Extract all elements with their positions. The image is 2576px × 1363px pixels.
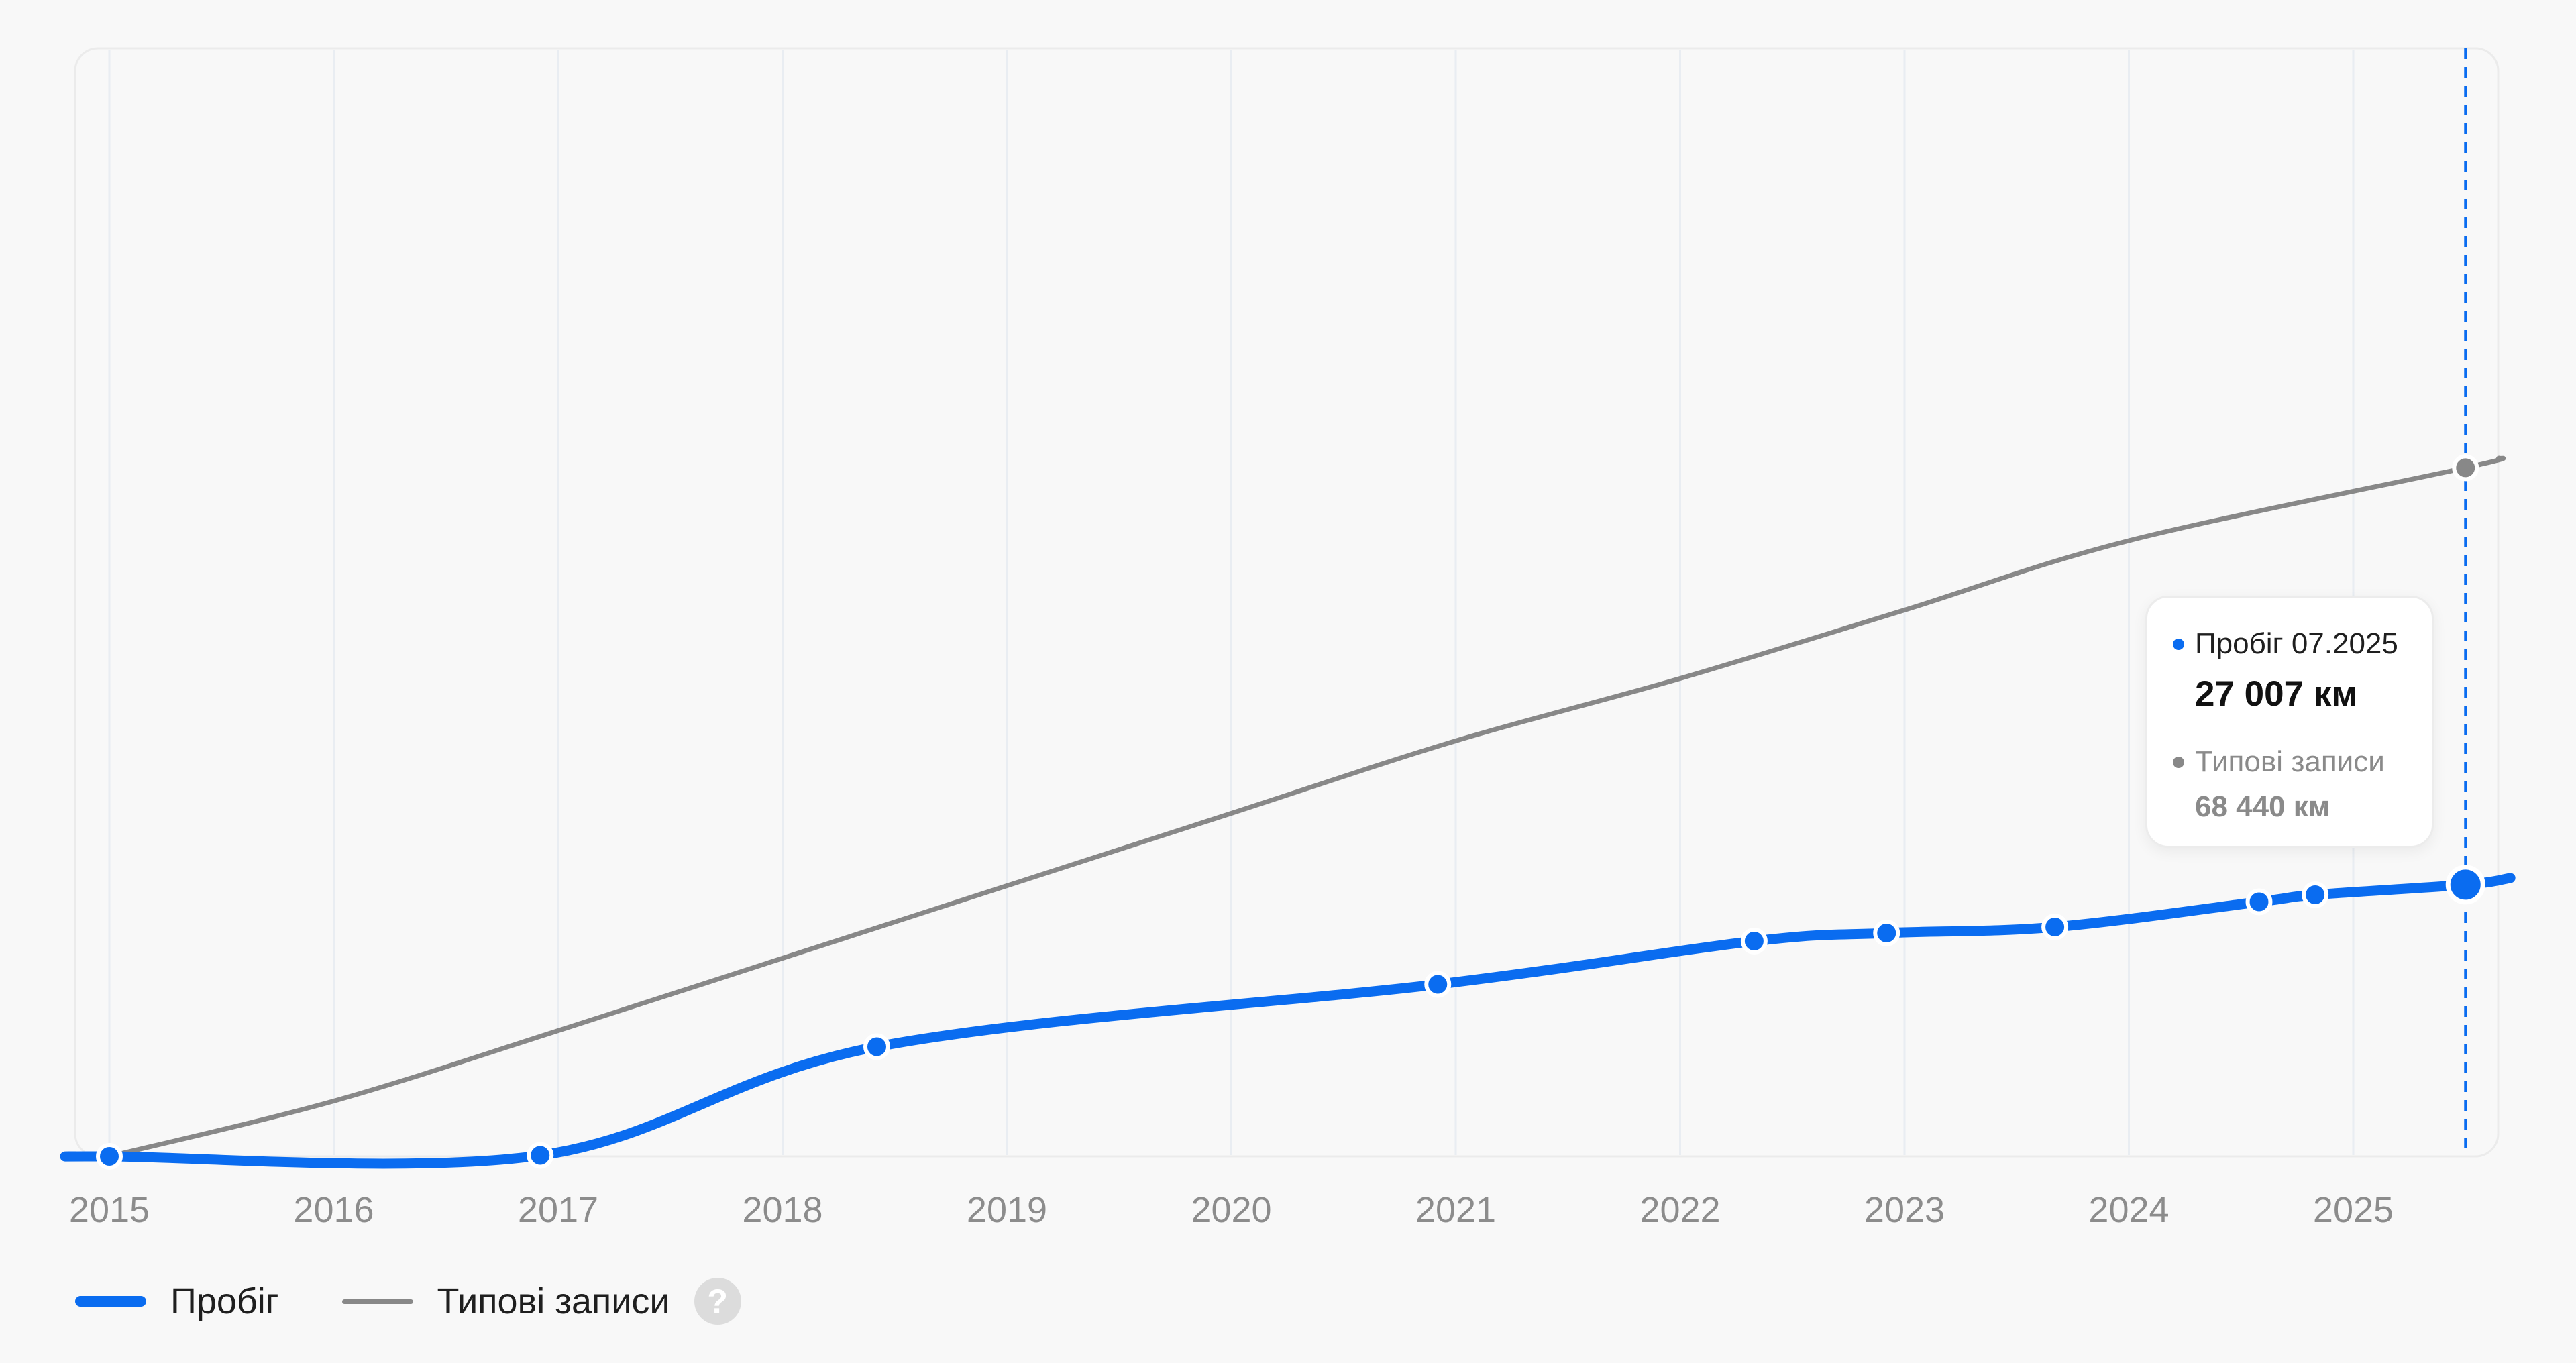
mileage-marker-icon xyxy=(2173,638,2184,650)
mileage-point-5[interactable] xyxy=(1873,920,1900,946)
x-tick-2018: 2018 xyxy=(742,1190,822,1230)
mileage-point-6[interactable] xyxy=(2041,914,2069,940)
x-tick-2019: 2019 xyxy=(967,1190,1047,1230)
series-line-typical xyxy=(107,455,2506,1159)
typical-line-swatch-icon xyxy=(341,1299,413,1304)
tooltip-mileage-value: 27 007 км xyxy=(2195,674,2358,714)
series xyxy=(60,454,2516,1170)
tooltip-typical-label: Типові записи xyxy=(2195,745,2385,778)
x-tick-2022: 2022 xyxy=(1640,1190,1720,1230)
mileage-point-2[interactable] xyxy=(863,1033,890,1060)
mileage-point-9[interactable] xyxy=(2445,865,2485,905)
mileage-line-swatch-icon xyxy=(75,1296,146,1307)
legend-label-mileage: Пробіг xyxy=(170,1281,279,1321)
tooltip-row-mileage: Пробіг 07.2025 xyxy=(2173,627,2432,661)
x-tick-2015: 2015 xyxy=(69,1190,150,1230)
tooltip-mileage-label: Пробіг 07.2025 xyxy=(2195,627,2398,660)
chart-legend: Пробіг Типові записи ? xyxy=(75,1276,741,1327)
x-tick-2017: 2017 xyxy=(518,1190,598,1230)
legend-label-typical: Типові записи xyxy=(437,1281,670,1321)
x-tick-2025: 2025 xyxy=(2313,1190,2394,1230)
x-tick-2024: 2024 xyxy=(2088,1190,2169,1230)
plot-area xyxy=(74,47,2500,1158)
chart-tooltip: Пробіг 07.2025 27 007 км Типові записи 6… xyxy=(2145,596,2434,848)
typical-point-cursor[interactable] xyxy=(2452,454,2479,482)
x-tick-2021: 2021 xyxy=(1415,1190,1496,1230)
mileage-point-1[interactable] xyxy=(527,1142,554,1169)
mileage-point-7[interactable] xyxy=(2245,888,2273,916)
series-line-mileage xyxy=(60,873,2516,1169)
legend-item-typical[interactable]: Типові записи xyxy=(341,1280,670,1322)
x-tick-2023: 2023 xyxy=(1864,1190,1945,1230)
mileage-point-8[interactable] xyxy=(2302,881,2329,908)
x-tick-2016: 2016 xyxy=(293,1190,374,1230)
x-axis: 2015 2016 2017 2018 2019 2020 2021 2022 2023 2024… xyxy=(69,1190,2394,1230)
mileage-point-3[interactable] xyxy=(1424,971,1452,998)
mileage-point-0[interactable] xyxy=(96,1143,123,1170)
legend-item-mileage[interactable]: Пробіг xyxy=(75,1280,279,1322)
tooltip-typical-value: 68 440 км xyxy=(2195,790,2330,823)
tooltip-row-typical: Типові записи xyxy=(2173,745,2432,779)
help-icon[interactable]: ? xyxy=(694,1278,741,1325)
typical-marker-icon xyxy=(2173,756,2184,768)
mileage-point-4[interactable] xyxy=(1740,928,1768,955)
x-tick-2020: 2020 xyxy=(1191,1190,1271,1230)
